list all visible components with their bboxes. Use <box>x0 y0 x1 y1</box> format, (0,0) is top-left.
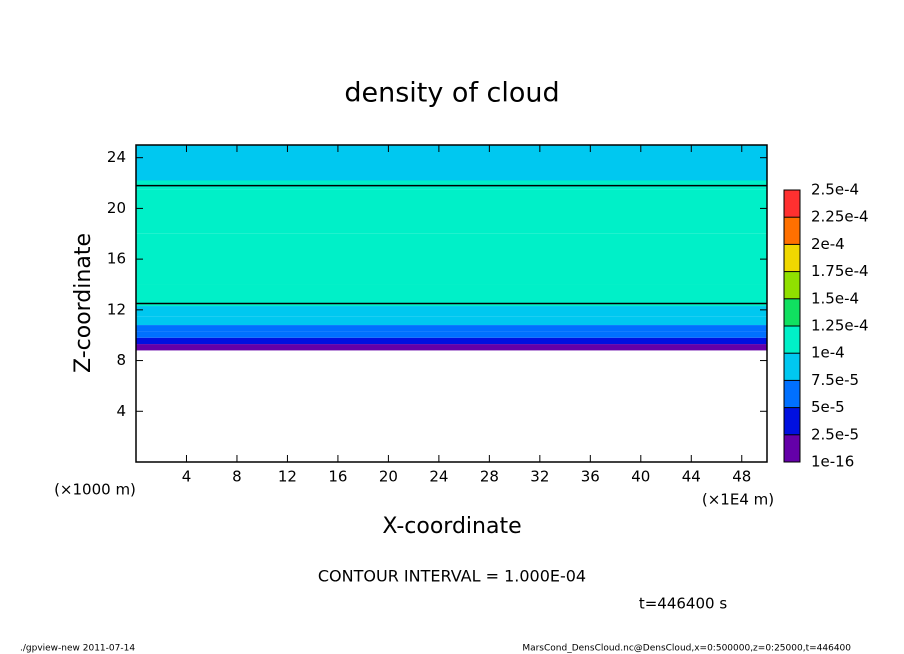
colorbar-label: 1e-16 <box>811 453 854 471</box>
y-tick-label: 24 <box>107 148 126 166</box>
heat-band <box>136 337 767 345</box>
colorbar-label: 5e-5 <box>811 398 845 416</box>
colorbar-label: 7.5e-5 <box>811 371 859 389</box>
footer-left: ./gpview-new 2011-07-14 <box>20 644 135 654</box>
x-tick-label: 16 <box>328 468 347 486</box>
colorbar-band <box>784 380 800 408</box>
y-axis-label: Z-coordinate <box>71 233 96 373</box>
colorbar-band <box>784 298 800 326</box>
y-tick-label: 12 <box>107 300 126 318</box>
chart-title: density of cloud <box>344 78 559 109</box>
colorbar-label: 2e-4 <box>811 235 845 253</box>
colorbar-band <box>784 326 800 354</box>
colorbar-label: 1.25e-4 <box>811 317 869 335</box>
colorbar-band <box>784 407 800 435</box>
x-tick-label: 12 <box>278 468 297 486</box>
heat-band <box>136 306 767 317</box>
heat-band <box>136 233 767 285</box>
y-unit: (×1000 m) <box>54 481 136 499</box>
x-tick-label: 24 <box>429 468 448 486</box>
x-tick-label: 28 <box>480 468 499 486</box>
colorbar-label: 1.5e-4 <box>811 289 859 307</box>
colorbar-band <box>784 434 800 462</box>
y-tick-label: 4 <box>116 402 126 420</box>
colorbar-label: 2.25e-4 <box>811 208 869 226</box>
colorbar-label: 1.75e-4 <box>811 262 869 280</box>
colorbar-band <box>784 217 800 245</box>
x-unit: (×1E4 m) <box>702 491 774 509</box>
colorbar-label: 1e-4 <box>811 344 845 362</box>
x-tick-label: 20 <box>379 468 398 486</box>
heat-band <box>136 331 767 338</box>
x-tick-label: 8 <box>232 468 242 486</box>
x-tick-label: 48 <box>732 468 751 486</box>
colorbar-label: 2.5e-4 <box>811 181 859 199</box>
heat-band <box>136 284 767 307</box>
heat-band <box>136 189 767 234</box>
x-axis-label: X-coordinate <box>382 514 521 539</box>
x-tick-label: 44 <box>682 468 701 486</box>
colorbar-band <box>784 190 800 218</box>
y-tick-label: 16 <box>107 250 126 268</box>
heat-band <box>136 325 767 332</box>
x-tick-label: 36 <box>581 468 600 486</box>
colorbar-band <box>784 271 800 299</box>
y-tick-label: 20 <box>107 199 126 217</box>
x-tick-label: 4 <box>182 468 192 486</box>
x-tick-label: 40 <box>631 468 650 486</box>
colorbar-band <box>784 244 800 272</box>
time-label: t=446400 s <box>639 595 727 613</box>
footer-right: MarsCond_DensCloud.nc@DensCloud,x=0:5000… <box>522 644 851 654</box>
colorbar-band <box>784 353 800 381</box>
heat-band <box>136 316 767 326</box>
y-tick-label: 8 <box>116 351 126 369</box>
heat-band <box>136 344 767 351</box>
heat-band <box>136 145 767 181</box>
contour-note: CONTOUR INTERVAL = 1.000E-04 <box>318 567 586 586</box>
x-tick-label: 32 <box>530 468 549 486</box>
colorbar-label: 2.5e-5 <box>811 425 859 443</box>
plot-frame <box>135 144 768 463</box>
